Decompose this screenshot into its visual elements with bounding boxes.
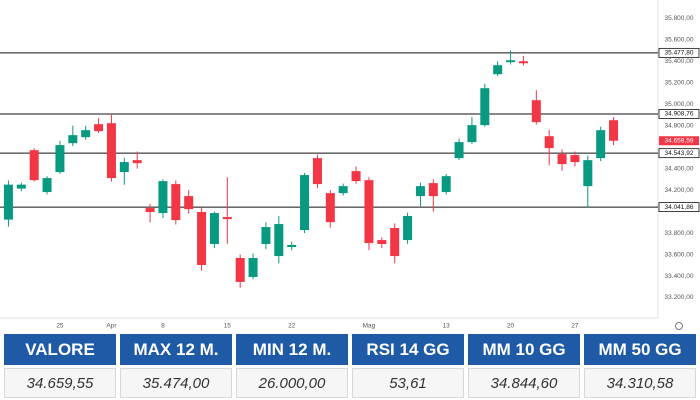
candle-body [428,183,438,197]
candle-body [609,120,619,141]
candle-body [261,227,271,245]
y-tick-label: 35.000,00 [665,101,694,108]
table-value: 53,61 [352,368,464,398]
candle-body [81,130,91,138]
x-tick-label: 25 [56,323,64,330]
x-tick-label: 8 [161,323,165,330]
y-tick-label: 35.200,00 [665,79,694,86]
table-header: MAX 12 M. [120,334,232,365]
candle-body [506,60,516,63]
candle-body [184,196,194,210]
level-label-box [658,47,700,58]
candle-body [570,155,580,163]
y-tick-label: 33.400,00 [665,273,694,280]
candle-body [274,224,284,257]
level-label-box [658,109,700,119]
candle-body [29,150,39,181]
candle-body [557,154,567,165]
candle-body [106,123,116,179]
candle-body [415,186,425,197]
candle-body [171,184,181,221]
y-tick-label: 34.200,00 [665,187,694,194]
candle-body [467,125,477,143]
level-label: 34.041,86 [665,204,694,211]
x-tick-label: 20 [507,323,515,330]
level-label: 34.908,76 [665,111,694,118]
chart: 35.800,00 35.600,00 35.400,00 35.200,00 35.0… [0,0,700,330]
y-tick-label: 34.800,00 [665,122,694,129]
candle-body [158,181,168,214]
candle-body [493,65,503,75]
candle-body [132,160,142,164]
level-label: 34.543,92 [665,150,694,157]
candle-body [480,88,490,126]
candle-body [441,176,451,193]
last-price-label: 34.659,59 [665,137,694,144]
last-price-box [659,136,699,146]
settings-icon[interactable] [675,322,683,330]
level-label-box [658,202,700,212]
candle-body [42,178,52,193]
table-value: 34.844,60 [468,368,580,398]
x-tick-label: 27 [571,323,579,330]
candle-body [364,180,374,244]
candle-body [222,217,232,220]
table-header: MIN 12 M. [236,334,348,365]
candle-body [287,244,297,248]
candle-body [235,257,245,282]
x-tick-label: Mag [363,323,376,330]
candle-body [209,213,219,245]
candle-body [68,135,78,144]
y-tick-label: 33.200,00 [665,294,694,301]
table-header: VALORE [4,334,116,365]
y-tick-label: 35.400,00 [665,58,694,65]
y-tick-label: 35.600,00 [665,36,694,43]
table-value: 26.000,00 [236,368,348,398]
candle-body [55,145,65,173]
x-tick-label: Apr [106,323,117,330]
candle-body [300,175,310,231]
x-tick-label: 13 [443,323,451,330]
x-tick-label: 15 [224,323,232,330]
y-tick-label: 34.400,00 [665,165,694,172]
level-label-box [658,148,700,159]
table-value: 34.310,58 [584,368,696,398]
candle-body [325,193,335,223]
quote-table: VALORE MAX 12 M. MIN 12 M. RSI 14 GG MM 10 G… [0,334,700,398]
candle-body [312,158,322,185]
candle-body [596,130,606,159]
candle-body [518,61,528,64]
table-header: RSI 14 GG [352,334,464,365]
candle-body [351,171,361,182]
candle-body [145,208,155,213]
candle-body [248,257,258,278]
candle-body [583,160,593,187]
candle-body [544,136,554,149]
candle-body [3,184,13,220]
candle-body [16,184,26,189]
x-tick-label: 22 [288,323,296,330]
y-tick-label: 33.600,00 [665,251,694,258]
table-value: 35.474,00 [120,368,232,398]
table-value: 34.659,55 [4,368,116,398]
candle-body [377,240,387,245]
candle-body [94,124,104,132]
candle-body [454,142,464,159]
candle-body [531,100,541,123]
y-tick-label: 33.800,00 [665,230,694,237]
candle-body [390,228,400,257]
candle-body [403,215,413,241]
candle-body [338,186,348,194]
table-header: MM 50 GG [584,334,696,365]
level-label: 35.477,80 [665,50,694,57]
candle-body [119,162,129,173]
y-tick-label: 35.800,00 [665,15,694,22]
table-header: MM 10 GG [468,334,580,365]
candle-body [197,212,207,265]
